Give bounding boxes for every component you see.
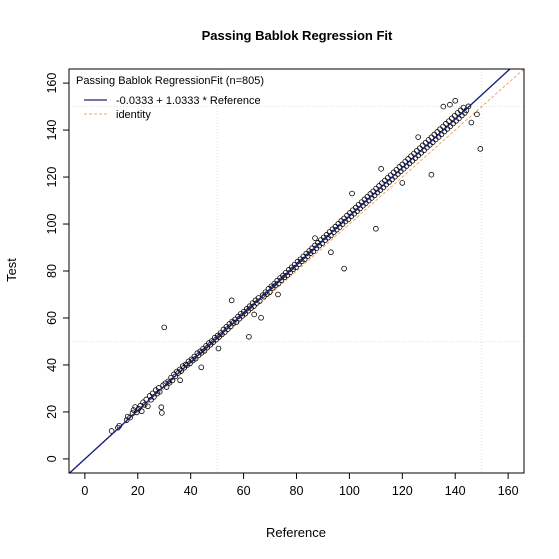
data-point <box>451 112 458 119</box>
y-tick-label: 20 <box>45 405 59 419</box>
data-point <box>440 123 446 130</box>
y-tick-label: 140 <box>45 120 59 141</box>
data-point <box>215 345 222 352</box>
x-tick-label: 20 <box>131 484 145 498</box>
data-point <box>184 362 190 368</box>
data-point <box>161 324 168 331</box>
data-point <box>428 171 435 178</box>
y-tick-label: 120 <box>45 167 59 188</box>
data-point <box>165 378 172 385</box>
data-point <box>138 408 145 415</box>
data-point <box>399 180 406 186</box>
data-point <box>378 166 384 172</box>
x-axis: 0 20 40 60 80 100 120 140 160 <box>81 473 519 498</box>
data-point <box>415 134 421 140</box>
data-point <box>477 146 484 152</box>
data-point <box>460 104 467 111</box>
data-point <box>141 402 148 408</box>
data-point <box>198 364 205 371</box>
data-point <box>465 103 472 110</box>
x-tick-label: 140 <box>445 484 466 498</box>
data-point <box>158 404 165 411</box>
x-axis-label: Reference <box>266 525 326 540</box>
legend-title: Passing Bablok RegressionFit (n=805) <box>76 75 264 87</box>
data-point <box>328 249 334 256</box>
data-point <box>175 370 182 376</box>
data-point <box>474 111 480 118</box>
grid-lines <box>69 69 524 473</box>
data-point <box>258 314 264 321</box>
y-tick-label: 60 <box>45 311 59 325</box>
x-tick-label: 120 <box>392 484 413 498</box>
data-point <box>275 291 281 298</box>
chart-title: Passing Bablok Regression Fit <box>202 28 393 43</box>
legend: Passing Bablok RegressionFit (n=805) -0.… <box>76 75 264 121</box>
data-point <box>373 225 379 232</box>
data-point <box>132 404 138 410</box>
legend-entry-fit: -0.0333 + 1.0333 * Reference <box>116 95 261 107</box>
data-point <box>440 103 447 110</box>
data-point <box>468 119 475 126</box>
x-tick-label: 160 <box>498 484 519 498</box>
data-point <box>307 250 314 256</box>
y-tick-label: 160 <box>45 73 59 94</box>
data-point <box>177 377 183 384</box>
data-point <box>108 428 115 434</box>
legend-entry-identity: identity <box>116 109 151 121</box>
data-point <box>457 107 464 114</box>
data-point <box>178 368 184 374</box>
x-tick-label: 100 <box>339 484 360 498</box>
data-point <box>227 323 234 330</box>
x-tick-label: 80 <box>290 484 304 498</box>
identity-segment <box>68 68 525 474</box>
data-point <box>145 403 151 410</box>
y-tick-label: 100 <box>45 214 59 235</box>
data-point <box>312 235 318 241</box>
data-point <box>172 373 179 380</box>
data-point <box>452 97 459 104</box>
y-tick-label: 80 <box>45 264 59 278</box>
data-point <box>251 311 257 318</box>
data-point <box>230 320 237 326</box>
data-point <box>159 410 165 416</box>
regression-line <box>69 68 511 474</box>
data-point <box>447 101 453 108</box>
x-tick-label: 0 <box>81 484 88 498</box>
x-tick-label: 40 <box>184 484 198 498</box>
y-tick-label: 0 <box>45 455 59 462</box>
data-point <box>434 129 441 135</box>
y-axis: 0 20 40 60 80 100 120 140 160 <box>45 73 69 462</box>
fit-segment <box>69 68 511 474</box>
data-point <box>228 297 235 304</box>
data-point <box>446 118 452 124</box>
y-tick-label: 40 <box>45 358 59 372</box>
data-point <box>246 333 252 340</box>
identity-line <box>68 68 525 474</box>
data-point <box>341 265 347 272</box>
data-point <box>349 190 355 197</box>
y-axis-label: Test <box>4 258 19 282</box>
data-point <box>127 414 133 421</box>
x-tick-label: 60 <box>237 484 251 498</box>
